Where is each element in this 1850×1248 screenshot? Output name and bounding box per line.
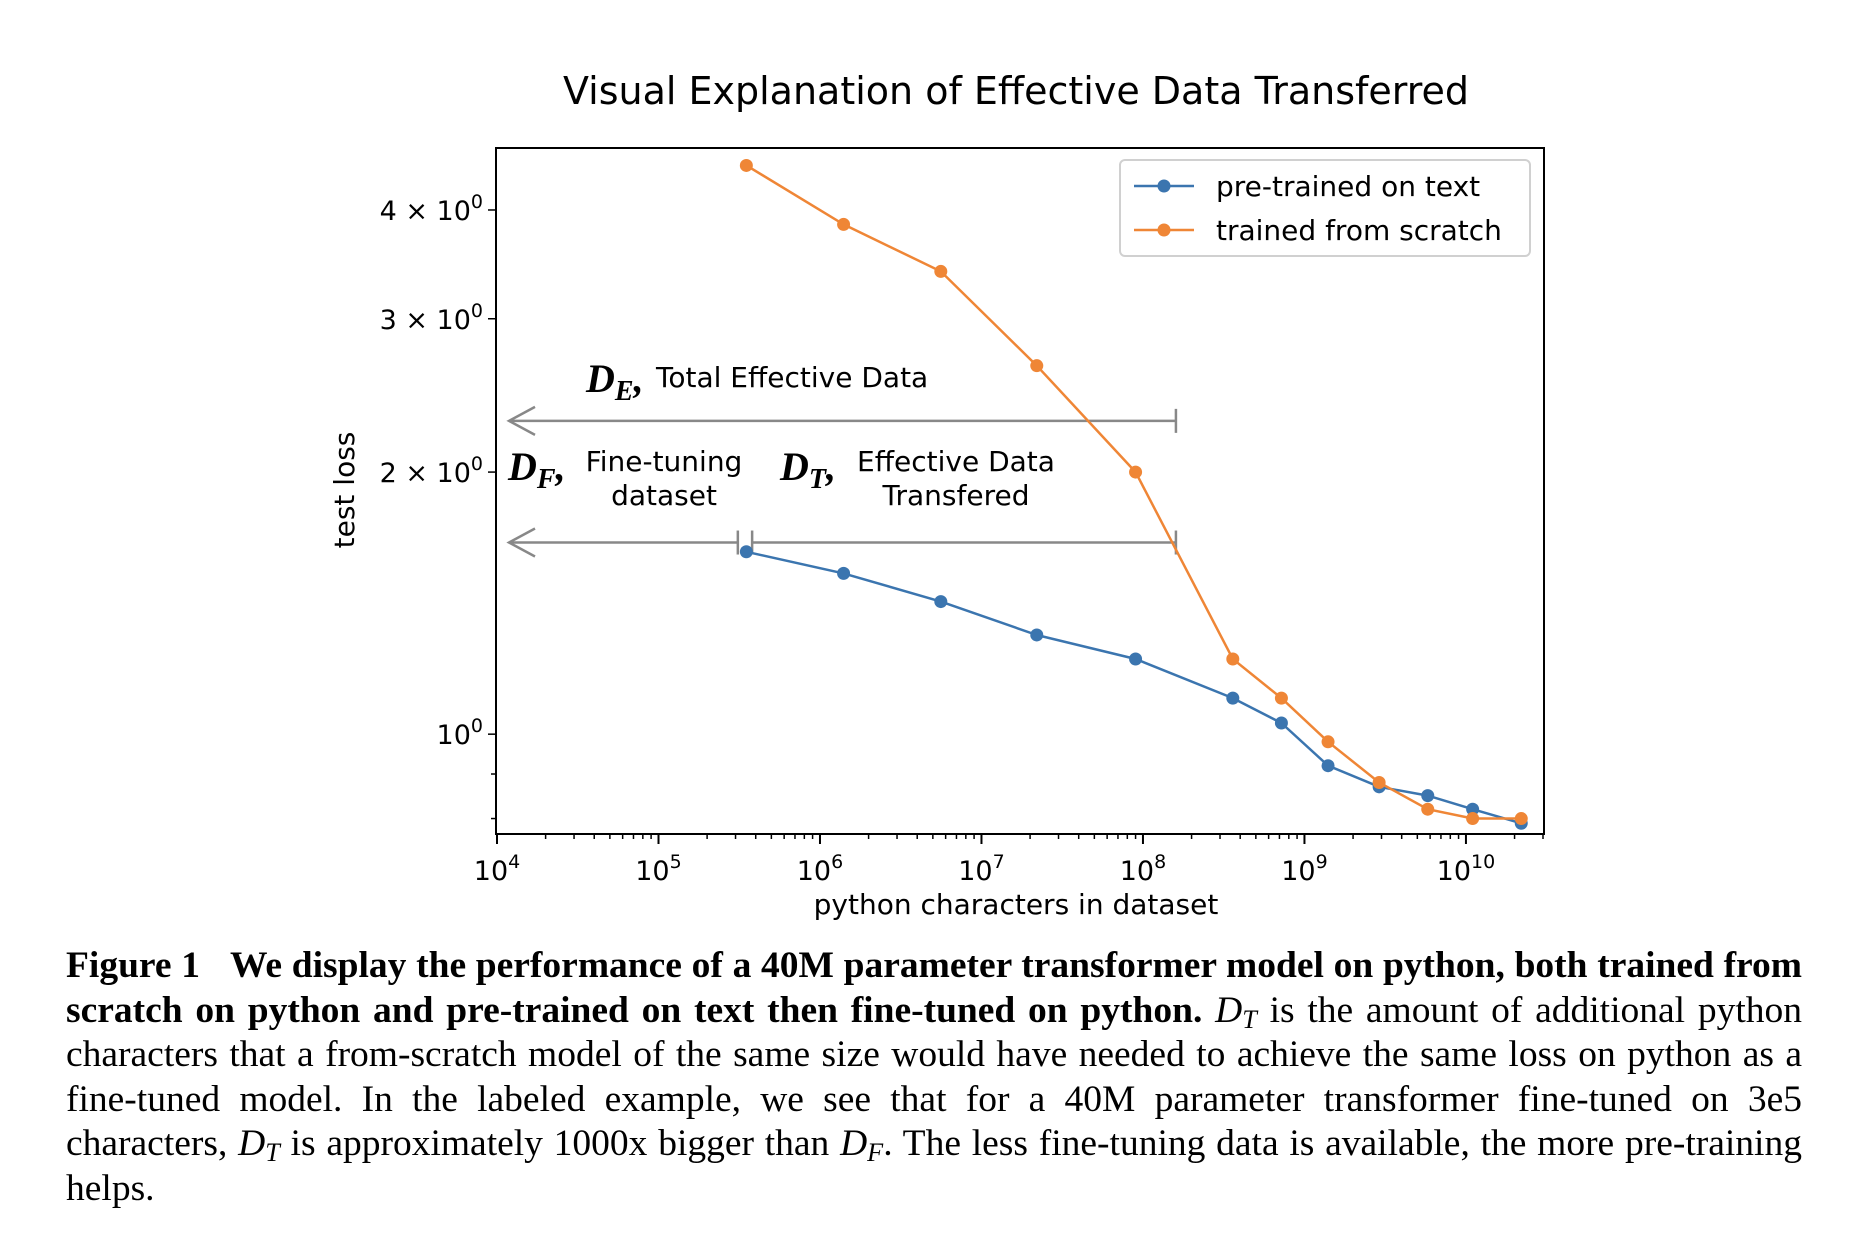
series-layer xyxy=(739,158,1528,830)
annotation-de: DE, Total Effective Data xyxy=(506,356,1178,436)
annotation-dt-label-line2: Transfered xyxy=(882,479,1030,512)
annotation-de-label: Total Effective Data xyxy=(655,361,928,394)
data-point-pretrained xyxy=(1421,789,1435,803)
series-line-scratch xyxy=(745,164,1522,820)
x-axis: 104 105 106 107 108 109 1010 xyxy=(474,833,1544,887)
legend: pre-trained on text trained from scratch xyxy=(1119,159,1531,257)
data-point-scratch xyxy=(1129,465,1143,479)
data-point-pretrained xyxy=(837,566,851,580)
caption-bold-text: We display the performance of a 40M para… xyxy=(66,945,1803,1031)
x-tick-label: 106 xyxy=(797,851,843,887)
x-tick-label: 109 xyxy=(1281,851,1327,887)
annotation-df-arrowhead xyxy=(506,527,536,558)
caption-symbol-df: DF xyxy=(840,1123,884,1167)
y-axis-label: test loss xyxy=(328,432,361,549)
data-point-scratch xyxy=(1030,359,1044,373)
data-point-scratch xyxy=(1274,691,1288,705)
annotation-de-arrowhead xyxy=(506,405,536,436)
y-tick-label: 4 × 100 xyxy=(380,191,483,227)
annotation-df: DF, Fine-tuning dataset xyxy=(506,444,743,558)
data-point-scratch xyxy=(1226,652,1240,666)
x-axis-label: python characters in dataset xyxy=(814,888,1219,921)
data-point-pretrained xyxy=(1321,759,1335,773)
data-point-pretrained xyxy=(1129,652,1143,666)
annotation-dt: DT, Effective Data Transfered xyxy=(750,444,1178,555)
series-line-pretrained xyxy=(746,550,1522,825)
annotations: DE, Total Effective Data DF, Fine-tuning… xyxy=(506,356,1178,558)
annotation-df-label-line1: Fine-tuning xyxy=(586,445,743,478)
legend-marker-pretrained xyxy=(1157,179,1171,193)
data-point-scratch xyxy=(1321,735,1335,749)
annotation-df-label-line2: dataset xyxy=(611,479,717,512)
annotation-dt-label-line1: Effective Data xyxy=(857,445,1055,478)
data-point-scratch xyxy=(1514,812,1528,826)
caption-text-1: is the amount of additional python chara… xyxy=(66,989,1803,1165)
caption-text-2: is approximately 1000x bigger than xyxy=(279,1123,841,1164)
annotation-df-symbol: DF, xyxy=(507,444,566,495)
data-point-pretrained xyxy=(1274,716,1288,730)
annotation-de-symbol: DE, xyxy=(585,356,644,407)
plot-frame xyxy=(495,147,1545,835)
data-point-scratch xyxy=(934,264,948,278)
caption-text-3: . The less fine-tuning data is available… xyxy=(66,1123,1802,1209)
caption-symbol-dt: DT xyxy=(1215,989,1257,1034)
legend-marker-scratch xyxy=(1157,223,1171,237)
data-point-pretrained xyxy=(739,545,753,559)
x-tick-label: 108 xyxy=(1120,851,1166,887)
data-point-pretrained xyxy=(1466,802,1480,816)
x-tick-label: 105 xyxy=(635,851,681,887)
y-tick-label: 100 xyxy=(437,715,483,751)
data-point-scratch xyxy=(1421,802,1435,816)
figure-caption: Figure 1 We display the performance of a … xyxy=(66,944,1802,1211)
legend-label-pretrained: pre-trained on text xyxy=(1216,170,1480,203)
annotation-dt-symbol: DT, xyxy=(779,444,836,495)
caption-symbol-dt-2: DT xyxy=(238,1123,280,1167)
y-tick-label: 3 × 100 xyxy=(380,300,483,336)
chart-title: Visual Explanation of Effective Data Tra… xyxy=(563,69,1469,113)
data-point-pretrained xyxy=(934,595,948,609)
data-point-scratch xyxy=(739,158,753,172)
y-axis: 4 × 100 3 × 100 2 × 100 100 xyxy=(380,191,497,820)
legend-box xyxy=(1119,159,1531,257)
legend-label-scratch: trained from scratch xyxy=(1216,214,1502,247)
data-point-scratch xyxy=(837,217,851,231)
x-tick-label: 1010 xyxy=(1437,851,1496,887)
caption-label: Figure 1 xyxy=(66,945,200,986)
data-point-scratch xyxy=(1466,812,1480,826)
x-tick-label: 104 xyxy=(474,851,520,887)
y-tick-label: 2 × 100 xyxy=(380,453,483,489)
data-point-pretrained xyxy=(1030,628,1044,642)
x-tick-label: 107 xyxy=(958,851,1004,887)
data-point-scratch xyxy=(1372,776,1386,790)
data-point-pretrained xyxy=(1226,691,1240,705)
